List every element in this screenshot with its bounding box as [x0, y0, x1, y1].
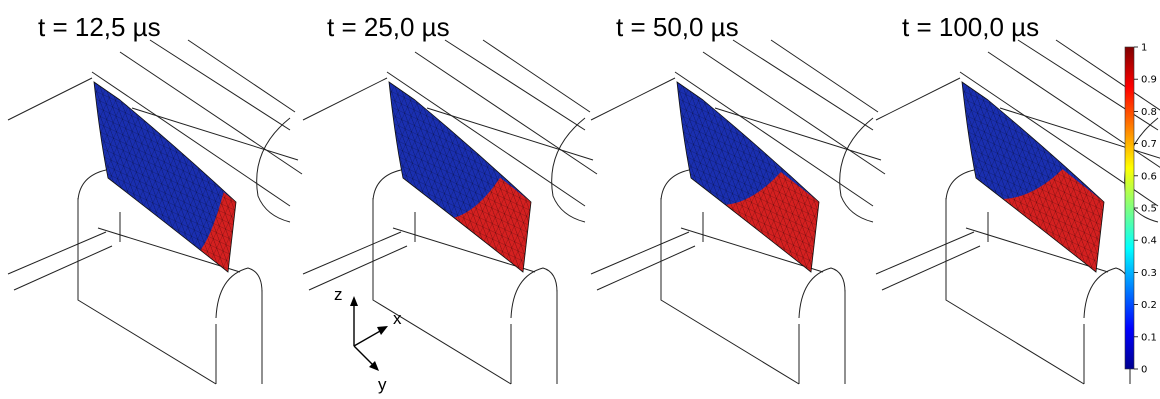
mesh-overlay-4 [962, 82, 1104, 272]
panel-1 [7, 39, 303, 385]
colorbar-tick-label: 0.3 [1141, 268, 1157, 279]
fluid-sheet-2 [388, 81, 532, 273]
panels-layer [7, 39, 1160, 385]
sheet-outline-2 [388, 81, 532, 273]
z-axis-label: z [334, 285, 343, 304]
colorbar-tick-label: 1 [1141, 43, 1147, 54]
colorbar-tick-label: 0.6 [1141, 171, 1157, 182]
x-axis-label: x [393, 309, 402, 328]
fluid-sheet-4 [961, 81, 1105, 273]
colorbar-tick-label: 0.5 [1141, 204, 1157, 215]
panel-title-2: t = 25,0 µs [327, 12, 450, 42]
panel-2 [302, 39, 598, 385]
panel-title-4: t = 100,0 µs [902, 12, 1040, 42]
y-axis-arrow [353, 345, 375, 367]
colorbar-tick-label: 0.2 [1141, 300, 1157, 311]
y-axis-label: y [378, 375, 387, 394]
colorbar-tick-label: 0 [1141, 365, 1147, 376]
mesh-overlay-2 [389, 82, 531, 272]
colorbar-tick-label: 0.8 [1141, 107, 1157, 118]
sheet-outline-1 [93, 81, 237, 273]
y-axis-arrowhead [369, 361, 379, 371]
colorbar-tick-label: 0.4 [1141, 236, 1157, 247]
mesh-overlay-1 [94, 82, 236, 272]
colorbar-ticks: 1 0.9 0.8 0.7 0.6 0.5 0.4 0.3 0.2 0.1 0 [1134, 43, 1157, 376]
fluid-sheet-1 [93, 81, 237, 273]
x-axis-arrow [353, 329, 383, 347]
axis-triad: z x y [334, 285, 402, 394]
panel-title-3: t = 50,0 µs [616, 12, 739, 42]
colorbar-gradient [1124, 46, 1135, 370]
z-axis-arrowhead [350, 296, 358, 306]
wireframe-4 [875, 39, 1160, 385]
colorbar-tick-label: 0.9 [1141, 75, 1157, 86]
x-axis-arrowhead [377, 326, 388, 335]
wireframe-2 [302, 39, 598, 385]
mesh-overlay-3 [677, 82, 819, 272]
colorbar: 1 0.9 0.8 0.7 0.6 0.5 0.4 0.3 0.2 0.1 0 [1124, 43, 1157, 376]
colorbar-tick-label: 0.1 [1141, 332, 1157, 343]
panel-4 [875, 39, 1160, 385]
sheet-outline-4 [961, 81, 1105, 273]
sheet-outline-3 [676, 81, 820, 273]
wireframe-1 [7, 39, 303, 385]
panel-3 [590, 39, 886, 385]
fluid-sheet-3 [676, 81, 820, 273]
colorbar-tick-label: 0.7 [1141, 139, 1157, 150]
panel-title-1: t = 12,5 µs [38, 12, 161, 42]
wireframe-3 [590, 39, 886, 385]
